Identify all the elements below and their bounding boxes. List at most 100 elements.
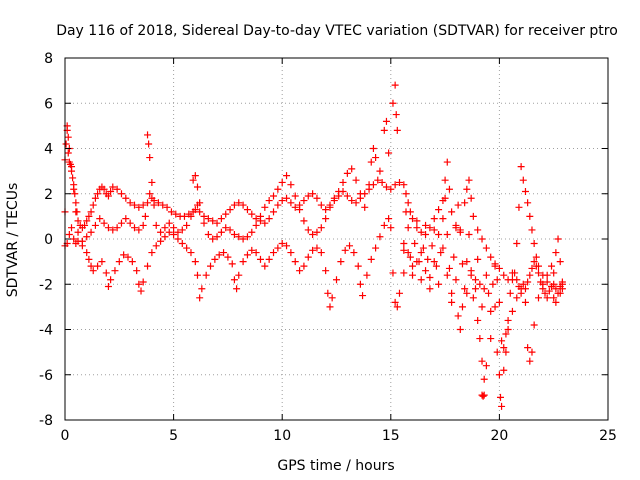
data-point [524,278,532,286]
data-point [541,289,549,297]
data-point [270,192,278,200]
axis-ticks [64,57,609,421]
data-point [452,221,460,229]
data-point [135,226,143,234]
data-point [346,242,354,250]
data-point [222,224,230,232]
data-point [450,253,458,261]
y-tick-labels: -8 -6 -4 -2 0 2 4 6 8 [39,51,53,429]
data-point [193,183,201,191]
x-tick-label: 25 [599,428,617,444]
data-point [482,244,490,252]
data-point [107,187,115,195]
data-point [487,335,495,343]
data-point [157,237,165,245]
data-point [109,226,117,234]
data-point [174,235,182,243]
data-point [196,199,204,207]
data-point [439,197,447,205]
data-point [146,154,154,162]
data-point [115,258,123,266]
data-point [85,255,93,263]
x-tick-label: 10 [273,428,291,444]
data-point [187,249,195,257]
data-point [519,280,527,288]
data-point [81,221,89,229]
data-point [435,206,443,214]
data-point [382,117,390,125]
data-point [91,221,99,229]
data-point [413,217,421,225]
data-point [521,285,529,293]
data-point [493,276,501,284]
data-point [517,163,525,171]
data-point [474,255,482,263]
data-point [474,226,482,234]
data-point [113,224,121,232]
data-point [213,233,221,241]
data-point [445,264,453,272]
data-point [495,371,503,379]
data-point [243,206,251,214]
data-point [191,258,199,266]
data-point [313,244,321,252]
data-point [526,271,534,279]
data-point [387,224,395,232]
data-point [439,244,447,252]
data-point [443,158,451,166]
data-point [117,219,125,227]
data-point [524,344,532,352]
data-point [367,255,375,263]
data-point [83,249,91,257]
data-point [196,208,204,216]
data-point [204,215,212,223]
data-point [361,203,369,211]
data-point [278,240,286,248]
data-point [163,203,171,211]
plot-frame [64,57,609,421]
y-tick-label: -8 [39,413,53,429]
data-point [543,278,551,286]
data-point [521,298,529,306]
data-point [235,271,243,279]
data-point [448,298,456,306]
data-point [478,235,486,243]
data-point [230,201,238,209]
data-point [113,185,121,193]
data-point [467,271,475,279]
data-point [72,208,80,216]
data-point [326,203,334,211]
data-point [500,271,508,279]
data-point [417,228,425,236]
data-point [291,203,299,211]
data-point [204,230,212,238]
data-point [463,185,471,193]
data-point [328,294,336,302]
grid-lines [65,58,608,420]
data-point [424,255,432,263]
data-point [513,294,521,302]
data-point [498,402,506,410]
data-point [174,228,182,236]
data-point [435,280,443,288]
data-point [472,276,480,284]
data-point [454,201,462,209]
data-point [137,287,145,295]
data-point [445,185,453,193]
data-point [335,187,343,195]
data-point [233,285,241,293]
data-point [534,269,542,277]
data-point [337,258,345,266]
data-point [96,215,104,223]
data-point [400,246,408,254]
data-point [274,185,282,193]
data-point [87,208,95,216]
data-point [141,212,149,220]
data-point [278,197,286,205]
data-point [207,262,215,270]
y-tick-label: 2 [44,187,53,203]
data-point [139,221,147,229]
data-point [83,233,91,241]
data-point [69,174,77,182]
